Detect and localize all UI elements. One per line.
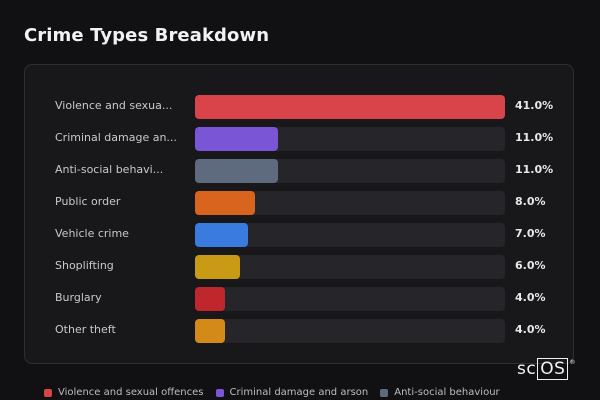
bar bbox=[195, 159, 278, 183]
bar-row: Vehicle crime 7.0% bbox=[25, 223, 573, 247]
category-label: Public order bbox=[55, 195, 121, 208]
value-label: 11.0% bbox=[515, 163, 554, 176]
bar-row: Violence and sexua... 41.0% bbox=[25, 95, 573, 119]
brand-logo: sc OS ® bbox=[517, 358, 576, 380]
bar-track bbox=[195, 255, 505, 279]
legend-label: Anti-social behaviour bbox=[394, 387, 500, 398]
bar-track bbox=[195, 127, 505, 151]
category-label: Vehicle crime bbox=[55, 227, 129, 240]
legend-swatch bbox=[44, 388, 52, 397]
bar-track bbox=[195, 95, 505, 119]
bar-row: Public order 8.0% bbox=[25, 191, 573, 215]
legend-label: Violence and sexual offences bbox=[58, 387, 204, 398]
legend-item: Anti-social behaviour bbox=[380, 387, 500, 398]
bar bbox=[195, 223, 248, 247]
value-label: 11.0% bbox=[515, 131, 554, 144]
value-label: 4.0% bbox=[515, 291, 546, 304]
chart-legend: Violence and sexual offences Criminal dam… bbox=[44, 387, 500, 398]
bar bbox=[195, 191, 255, 215]
bar-track bbox=[195, 159, 505, 183]
category-label: Burglary bbox=[55, 291, 102, 304]
value-label: 8.0% bbox=[515, 195, 546, 208]
bar-track bbox=[195, 191, 505, 215]
chart-title: Crime Types Breakdown bbox=[24, 25, 270, 46]
category-label: Violence and sexua... bbox=[55, 99, 173, 112]
bar bbox=[195, 255, 240, 279]
value-label: 4.0% bbox=[515, 323, 546, 336]
bar bbox=[195, 95, 505, 119]
legend-label: Criminal damage and arson bbox=[229, 387, 369, 398]
chart-panel: Violence and sexua... 41.0% Criminal damag… bbox=[24, 64, 574, 364]
bar bbox=[195, 127, 278, 151]
legend-swatch bbox=[215, 388, 224, 397]
value-label: 6.0% bbox=[515, 259, 546, 272]
legend-item: Criminal damage and arson bbox=[215, 387, 369, 398]
bar-track bbox=[195, 319, 505, 343]
legend-item: Violence and sexual offences bbox=[44, 387, 204, 398]
bar-track bbox=[195, 287, 505, 311]
category-label: Other theft bbox=[55, 323, 116, 336]
value-label: 7.0% bbox=[515, 227, 546, 240]
bar-track bbox=[195, 223, 505, 247]
bar bbox=[195, 287, 225, 311]
category-label: Shoplifting bbox=[55, 259, 114, 272]
category-label: Criminal damage an... bbox=[55, 131, 177, 144]
category-label: Anti-social behavi... bbox=[55, 163, 164, 176]
value-label: 41.0% bbox=[515, 99, 554, 112]
bar-row: Shoplifting 6.0% bbox=[25, 255, 573, 279]
legend-swatch bbox=[380, 388, 389, 397]
bar-row: Criminal damage an... 11.0% bbox=[25, 127, 573, 151]
bar bbox=[195, 319, 225, 343]
bar-row: Anti-social behavi... 11.0% bbox=[25, 159, 573, 183]
bar-row: Burglary 4.0% bbox=[25, 287, 573, 311]
bar-row: Other theft 4.0% bbox=[25, 319, 573, 343]
